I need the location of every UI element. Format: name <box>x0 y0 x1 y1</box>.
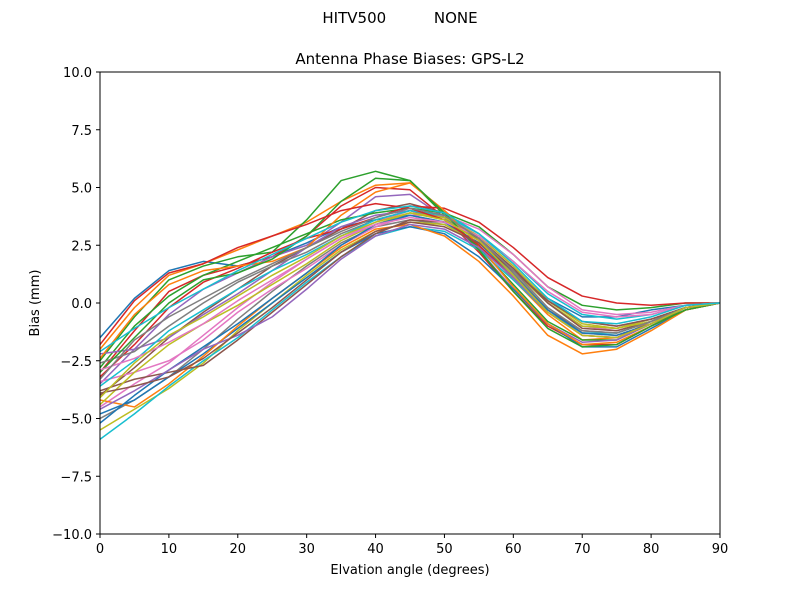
series-line-s14 <box>100 205 720 378</box>
x-tick-label: 0 <box>96 542 104 557</box>
x-tick-label: 60 <box>505 542 522 557</box>
x-tick-label: 30 <box>298 542 315 557</box>
chart-title: Antenna Phase Biases: GPS-L2 <box>295 50 524 68</box>
y-tick-label: 5.0 <box>71 182 92 197</box>
figure-suptitle: HITV500 NONE <box>322 9 478 27</box>
y-tick-label: −7.5 <box>60 470 92 485</box>
x-axis: 0 10 20 30 40 50 60 70 80 90 <box>96 534 728 557</box>
series-line-s21 <box>100 214 720 425</box>
series-line-s30 <box>100 205 720 353</box>
series-line-s22 <box>100 182 720 360</box>
y-axis-label: Bias (mm) <box>28 270 43 337</box>
series-line-s29 <box>100 212 720 399</box>
x-tick-label: 70 <box>574 542 591 557</box>
x-tick-label: 50 <box>436 542 453 557</box>
y-axis: −10.0 −7.5 −5.0 −2.5 0.0 2.5 5.0 7.5 10.0 <box>52 66 100 543</box>
x-tick-label: 10 <box>161 542 178 557</box>
series-line-s23 <box>100 177 720 374</box>
y-tick-label: −2.5 <box>60 355 92 370</box>
series-line-s16 <box>100 219 720 392</box>
series-layer <box>100 170 720 441</box>
y-tick-label: 0.0 <box>71 297 92 312</box>
series-line-s27 <box>100 216 720 371</box>
y-tick-label: 2.5 <box>71 239 92 254</box>
y-tick-label: −10.0 <box>52 528 92 543</box>
series-line-s06 <box>100 202 720 397</box>
x-axis-label: Elvation angle (degrees) <box>330 563 489 578</box>
x-tick-label: 20 <box>230 542 247 557</box>
x-tick-label: 40 <box>367 542 384 557</box>
series-line-s26 <box>100 221 720 394</box>
y-tick-label: −5.0 <box>60 413 92 428</box>
series-line-s20 <box>100 209 720 388</box>
x-tick-label: 80 <box>643 542 660 557</box>
series-line-s28 <box>100 207 720 381</box>
y-tick-label: 7.5 <box>71 124 92 139</box>
x-tick-label: 90 <box>712 542 729 557</box>
series-line-s11 <box>100 226 720 415</box>
y-tick-label: 10.0 <box>63 66 92 81</box>
